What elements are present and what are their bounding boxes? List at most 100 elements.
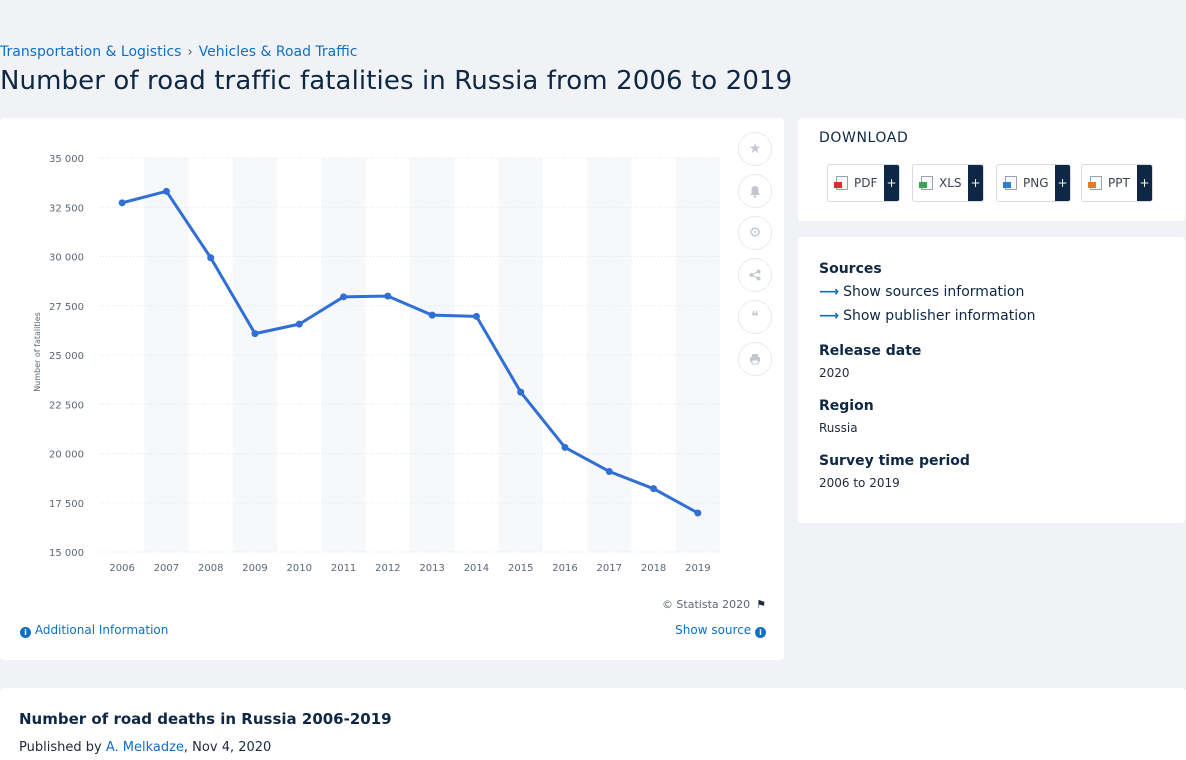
published-by: Published by A. Melkadze, Nov 4, 2020 <box>19 740 271 755</box>
download-card: DOWNLOAD PDF + XLS + PNG + PPT + <box>798 118 1185 221</box>
show-source-link[interactable]: Show source i <box>675 623 766 638</box>
survey-period-heading: Survey time period <box>819 453 970 469</box>
breadcrumb-link-vehicles[interactable]: Vehicles & Road Traffic <box>198 44 358 60</box>
bell-icon[interactable] <box>738 174 772 208</box>
column-band <box>410 158 455 552</box>
y-tick-label: 17 500 <box>49 499 84 510</box>
chart-card: 15 000 17 500 20 000 22 500 25 000 27 500 30 0… <box>0 118 784 660</box>
sources-card: Sources ⟶ Show sources information ⟶ Show … <box>798 237 1185 523</box>
x-tick-label: 2016 <box>552 563 577 574</box>
copyright-notice: © Statista 2020 ⚑ <box>662 598 766 611</box>
x-tick-label: 2012 <box>375 563 400 574</box>
show-publisher-link[interactable]: ⟶ Show publisher information <box>819 308 1036 324</box>
pdf-file-icon <box>834 176 848 190</box>
x-tick-label: 2010 <box>287 563 312 574</box>
column-band <box>232 158 278 552</box>
y-tick-label: 22 500 <box>49 400 84 411</box>
release-date-value: 2020 <box>819 366 850 380</box>
column-band <box>587 158 632 552</box>
gear-icon[interactable]: ⚙ <box>738 216 772 250</box>
download-buttons: PDF + XLS + PNG + PPT + <box>827 164 1169 202</box>
data-point <box>428 311 436 319</box>
download-xls-button[interactable]: XLS + <box>912 164 984 202</box>
x-tick-label: 2019 <box>685 563 710 574</box>
show-sources-link[interactable]: ⟶ Show sources information <box>819 284 1024 300</box>
x-tick-label: 2007 <box>154 563 179 574</box>
y-axis-label: Number of fatalities <box>33 312 42 392</box>
sources-heading: Sources <box>819 261 882 277</box>
published-date: , Nov 4, 2020 <box>183 740 272 755</box>
description-card: Number of road deaths in Russia 2006-201… <box>0 688 1186 760</box>
plus-icon: + <box>968 165 983 201</box>
region-value: Russia <box>819 421 858 435</box>
flag-icon[interactable]: ⚑ <box>756 598 766 611</box>
download-title: DOWNLOAD <box>819 130 909 146</box>
line-chart: 15 000 17 500 20 000 22 500 25 000 27 500 30 0… <box>33 154 720 574</box>
download-png-button[interactable]: PNG + <box>996 164 1071 202</box>
show-sources-label: Show sources information <box>843 284 1025 300</box>
y-tick-label: 35 000 <box>49 154 84 165</box>
star-icon[interactable]: ★ <box>738 132 772 166</box>
data-point <box>295 320 303 328</box>
x-tick-label: 2017 <box>597 563 622 574</box>
arrow-right-icon: ⟶ <box>819 284 840 300</box>
y-tick-label: 27 500 <box>49 302 84 313</box>
survey-period-value: 2006 to 2019 <box>819 476 900 490</box>
x-tick-label: 2013 <box>419 563 444 574</box>
release-date-heading: Release date <box>819 343 922 359</box>
data-point <box>340 293 348 301</box>
description-title: Number of road deaths in Russia 2006-201… <box>19 710 392 728</box>
data-point <box>517 388 525 396</box>
breadcrumb-link-transportation[interactable]: Transportation & Logistics <box>0 44 182 60</box>
png-file-icon <box>1003 176 1017 190</box>
data-point <box>605 467 613 475</box>
series-line <box>121 189 699 515</box>
data-point <box>162 187 170 195</box>
breadcrumb: Transportation & Logistics › Vehicles & Ro… <box>0 44 358 60</box>
published-prefix: Published by <box>19 740 106 755</box>
x-tick-label: 2006 <box>109 563 134 574</box>
x-tick-label: 2011 <box>331 563 356 574</box>
plus-icon: + <box>1055 165 1070 201</box>
download-ppt-label: PPT <box>1108 176 1130 190</box>
x-tick-label: 2014 <box>464 563 489 574</box>
quote-icon[interactable]: ❝ <box>738 300 772 334</box>
download-pdf-button[interactable]: PDF + <box>827 164 900 202</box>
plus-icon: + <box>1137 165 1152 201</box>
x-tick-label: 2009 <box>242 563 267 574</box>
info-icon: i <box>755 627 766 638</box>
additional-information-link[interactable]: i Additional Information <box>20 623 168 638</box>
data-point <box>384 292 392 300</box>
print-icon[interactable] <box>738 342 772 376</box>
page-title: Number of road traffic fatalities in Rus… <box>0 66 793 96</box>
y-tick-label: 20 000 <box>49 450 84 461</box>
copyright-text: © Statista 2020 <box>661 598 751 611</box>
xls-file-icon <box>919 176 933 190</box>
additional-information-label: Additional Information <box>34 623 169 637</box>
download-png-label: PNG <box>1023 176 1049 190</box>
data-point <box>251 330 259 338</box>
show-publisher-label: Show publisher information <box>843 308 1036 324</box>
y-tick-label: 15 000 <box>49 548 84 559</box>
share-icon[interactable] <box>738 258 772 292</box>
data-point <box>472 312 480 320</box>
y-tick-label: 32 500 <box>49 203 84 214</box>
arrow-right-icon: ⟶ <box>819 308 840 324</box>
x-tick-label: 2018 <box>641 563 666 574</box>
ppt-file-icon <box>1088 176 1102 190</box>
data-point <box>118 199 126 207</box>
top-strip <box>0 0 1186 36</box>
info-icon: i <box>20 627 31 638</box>
author-link[interactable]: A. Melkadze <box>105 740 184 755</box>
download-ppt-button[interactable]: PPT + <box>1081 164 1153 202</box>
data-point <box>694 509 702 517</box>
download-pdf-label: PDF <box>854 176 878 190</box>
plus-icon: + <box>884 165 899 201</box>
region-heading: Region <box>819 398 874 414</box>
y-tick-label: 25 000 <box>49 351 84 362</box>
data-point <box>561 443 569 451</box>
chart-toolbar: ★ ⚙ ❝ <box>738 132 772 384</box>
breadcrumb-separator: › <box>187 45 193 60</box>
y-tick-label: 30 000 <box>49 253 84 264</box>
download-xls-label: XLS <box>939 176 962 190</box>
